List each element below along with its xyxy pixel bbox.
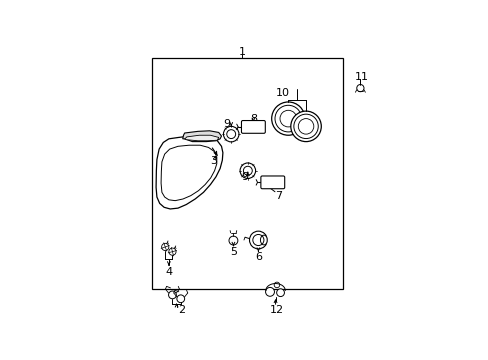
Circle shape [240,163,255,179]
Circle shape [243,166,252,175]
Polygon shape [156,135,223,209]
Circle shape [274,105,301,132]
Text: 8: 8 [249,114,256,123]
Text: 2: 2 [177,305,184,315]
Circle shape [280,110,296,127]
Circle shape [293,114,318,139]
Polygon shape [161,145,216,201]
Circle shape [274,282,279,288]
Text: 11: 11 [354,72,368,82]
Bar [152,58,343,288]
Circle shape [228,236,237,245]
Circle shape [226,130,235,139]
Text: 6: 6 [255,252,262,262]
Text: 4: 4 [165,267,172,277]
Circle shape [252,234,264,246]
Circle shape [271,102,305,135]
Circle shape [298,118,313,134]
Polygon shape [183,131,221,141]
Text: 7: 7 [274,191,281,201]
Text: 1: 1 [238,46,245,57]
Circle shape [276,289,284,297]
Polygon shape [184,135,218,141]
FancyBboxPatch shape [260,176,284,189]
Circle shape [290,111,321,141]
Circle shape [265,287,274,296]
Text: 3: 3 [209,156,216,166]
Text: 12: 12 [269,305,284,315]
Circle shape [162,243,168,251]
Text: 9: 9 [241,172,248,182]
Circle shape [223,126,239,142]
Circle shape [168,291,176,299]
Circle shape [168,248,176,255]
Circle shape [249,231,267,249]
Text: 9: 9 [223,118,230,129]
FancyBboxPatch shape [241,121,265,133]
Text: 10: 10 [276,88,290,98]
Circle shape [356,85,363,92]
Text: 5: 5 [230,247,237,257]
Circle shape [177,295,184,303]
